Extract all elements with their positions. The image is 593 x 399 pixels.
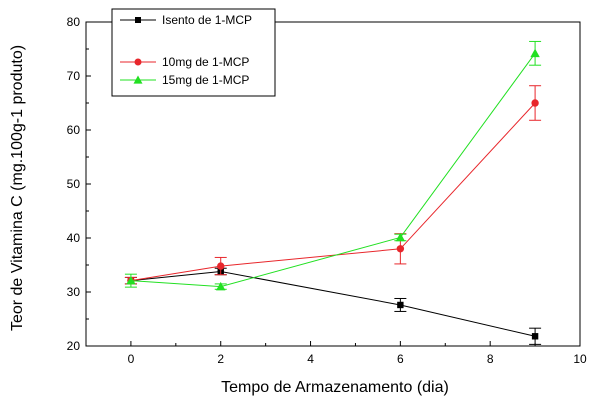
x-tick-label: 8 <box>487 352 494 366</box>
legend: Isento de 1-MCP 10mg de 1-MCP 15mg de 1-MC… <box>111 8 276 97</box>
data-point <box>397 301 404 309</box>
data-point <box>395 232 406 242</box>
series-line <box>130 53 536 288</box>
x-tick-label: 0 <box>128 352 135 366</box>
series-line <box>130 270 536 337</box>
series-group <box>124 40 542 345</box>
series-2 <box>124 85 542 285</box>
y-tick-label: 20 <box>67 339 81 353</box>
x-tick-label: 4 <box>307 352 314 366</box>
series-line <box>130 102 536 282</box>
y-axis-label: Teor de Vitamina C (mg.100g-1 produto) <box>9 45 26 331</box>
y-tick-label: 30 <box>67 285 81 299</box>
y-tick-label: 60 <box>67 123 81 137</box>
legend-label: Isento de 1-MCP <box>162 13 252 27</box>
data-point <box>126 275 136 285</box>
y-tick-label: 70 <box>67 69 81 83</box>
data-point <box>217 262 225 270</box>
y-tick-label: 80 <box>67 15 81 29</box>
legend-marker <box>133 75 143 84</box>
data-point <box>530 48 540 58</box>
data-point <box>216 281 226 291</box>
x-tick-label: 10 <box>573 352 587 366</box>
legend-marker <box>135 17 141 23</box>
x-tick-label: 2 <box>217 352 224 366</box>
x-tick-label: 6 <box>397 352 404 366</box>
x-axis-label: Tempo de Armazenamento (dia) <box>221 379 449 396</box>
legend-marker <box>134 58 142 66</box>
data-point <box>531 333 539 340</box>
series-3 <box>124 40 542 291</box>
data-point <box>531 99 539 107</box>
series-1 <box>124 267 542 345</box>
data-point <box>396 245 405 253</box>
y-tick-label: 40 <box>67 231 81 245</box>
legend-label: 10mg de 1-MCP <box>162 55 249 69</box>
y-tick-label: 50 <box>67 177 81 191</box>
legend-label: 15mg de 1-MCP <box>162 73 249 87</box>
